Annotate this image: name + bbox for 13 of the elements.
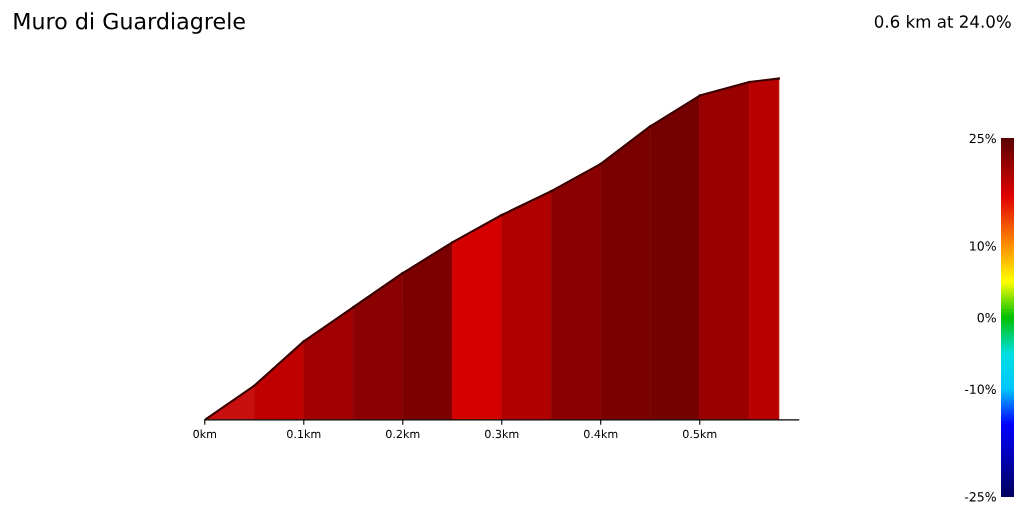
color-bar-label: 0% bbox=[977, 312, 996, 323]
x-tick-label: 0km bbox=[193, 429, 217, 439]
text: 0.6 km at 24.0% bbox=[874, 14, 1011, 28]
x-tick-label: 0.4km bbox=[584, 429, 618, 439]
x-tick-label: 0.3km bbox=[485, 429, 519, 439]
x-tick-label: 0.5km bbox=[683, 429, 717, 439]
x-tick-label: 0.2km bbox=[386, 429, 420, 439]
color-bar-label: -10% bbox=[964, 384, 996, 395]
color-bar-label: 10% bbox=[970, 241, 996, 251]
chart-title: Muro di Guardiagrele bbox=[14, 12, 245, 34]
color-bar-label: 25% bbox=[969, 133, 996, 144]
color-bar-label: -25% bbox=[964, 492, 996, 502]
x-tick-label: 0.1km bbox=[287, 429, 321, 439]
